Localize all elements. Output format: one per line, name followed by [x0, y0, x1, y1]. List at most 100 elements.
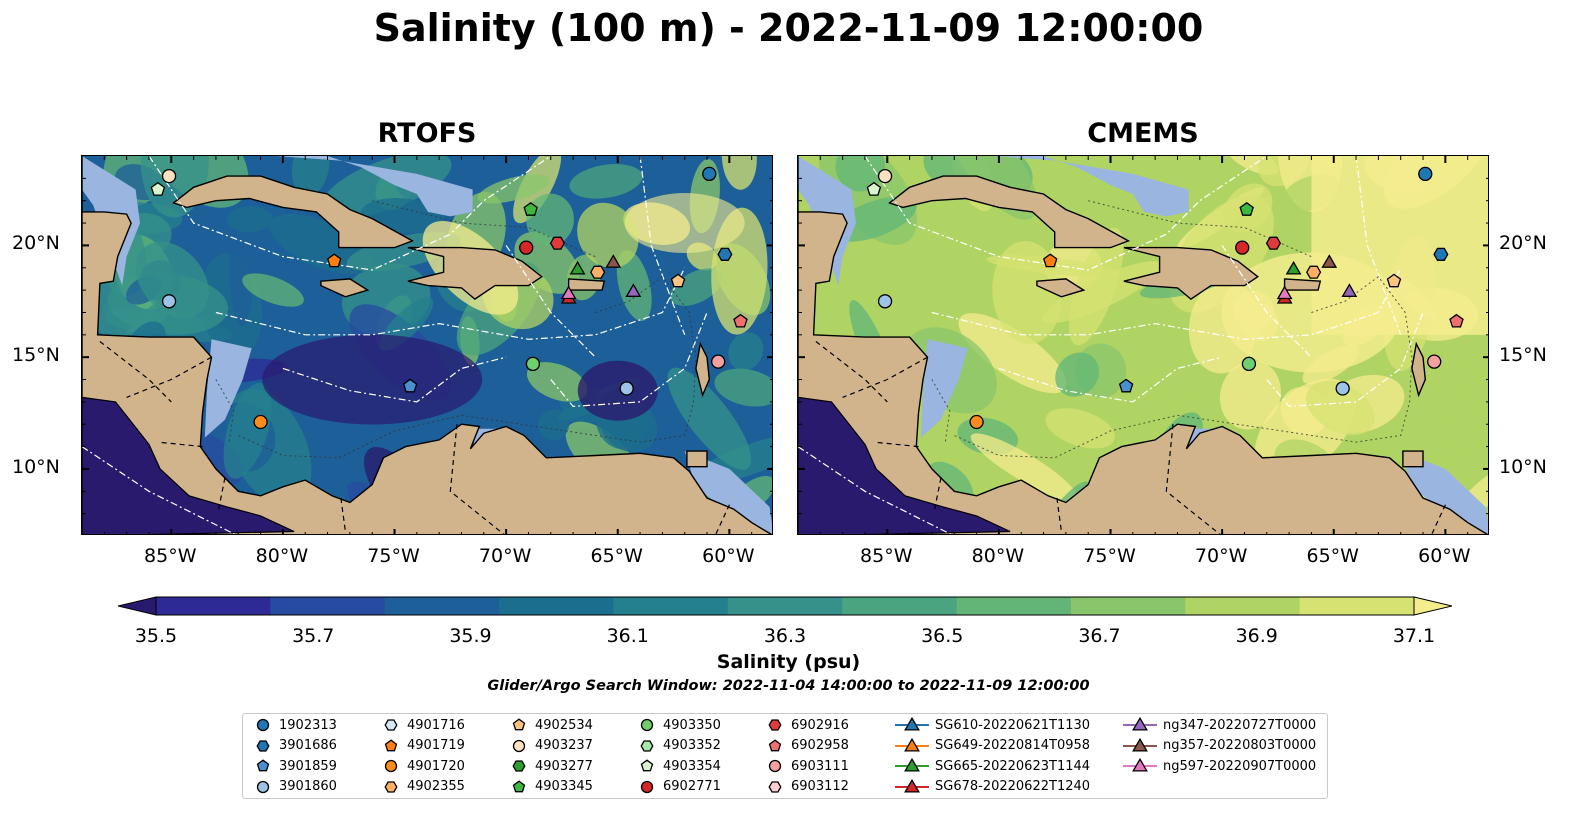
colorbar-segment	[384, 597, 500, 615]
map-canvas	[82, 156, 772, 534]
obs-marker-4903354	[866, 181, 882, 196]
panel-title-rtofs: RTOFS	[377, 118, 477, 149]
colorbar-segment	[499, 597, 614, 615]
shelf-area	[204, 339, 252, 438]
obs-marker-6902958	[1449, 313, 1464, 328]
colorbar-segment	[613, 597, 729, 615]
obs-marker-4901720	[969, 414, 984, 430]
legend: 1902313 3901686 3901859 3901860 4901716 49017…	[242, 713, 1328, 799]
obs-marker-6902771	[519, 240, 534, 255]
obs-marker-3901859	[1118, 378, 1134, 393]
obs-marker-6902958	[733, 313, 748, 328]
obs-marker-ng357-20220803T0000	[605, 254, 622, 268]
colorbar-tick-label: 37.1	[1392, 625, 1436, 647]
land-hispaniola	[1123, 246, 1259, 300]
land-lesserAntilles	[695, 341, 711, 398]
colorbar-min-extend	[118, 596, 157, 616]
obs-marker-4903350	[525, 356, 541, 372]
legend-item: 4903277	[509, 756, 593, 776]
colorbar-segment	[270, 597, 386, 615]
legend-label: 4901720	[407, 758, 465, 774]
legend-label: 4903237	[535, 738, 593, 753]
land-jamaica	[1036, 278, 1086, 298]
colorbar-tick-label: 36.1	[606, 625, 649, 647]
hexagon-marker-icon	[384, 780, 398, 793]
rtofs-map[interactable]	[81, 155, 773, 535]
legend-label: 6902958	[791, 738, 849, 753]
lat-tick-label-left: 15°N	[12, 344, 60, 367]
legend-label: 4903354	[663, 758, 721, 774]
circle-marker-icon	[256, 718, 270, 732]
legend-item: SG610-20220621T1130	[895, 715, 1090, 735]
legend-item: 4902355	[381, 777, 465, 797]
obs-marker-ng347-20220727T0000	[625, 283, 642, 297]
obs-marker-SG665-20220623T1144	[569, 260, 586, 275]
legend-item: 6903111	[765, 756, 849, 776]
obs-marker-3901686	[717, 247, 733, 261]
hexagon-marker-icon	[768, 780, 782, 793]
land-puertoRico	[567, 278, 606, 291]
shelf-area	[992, 156, 1189, 217]
legend-item: 4903352	[637, 736, 721, 756]
colorbar-segment	[956, 597, 1072, 615]
obs-marker-3901860b	[1335, 381, 1350, 396]
circle-marker-icon	[640, 780, 654, 793]
hexagon-marker-icon	[384, 719, 398, 731]
circle-marker-icon	[512, 739, 526, 752]
obs-marker-4901719	[1043, 253, 1058, 268]
land-hispaniola	[407, 246, 543, 300]
land-jamaica	[320, 278, 370, 298]
pentagon-marker-icon	[640, 759, 654, 772]
pentagon-marker-icon	[512, 718, 526, 731]
lon-tick-label: 60°W	[1418, 545, 1471, 567]
legend-item: 4901720	[381, 756, 465, 776]
obs-marker-4903354	[150, 181, 166, 196]
shelf-area	[276, 156, 473, 217]
obs-marker-4902534	[670, 273, 686, 288]
legend-item: 4901716	[381, 715, 465, 735]
panel-title-cmems: CMEMS	[1087, 118, 1199, 149]
pentagon-marker-icon	[768, 738, 782, 751]
obs-marker-4901720	[253, 414, 268, 430]
triangle-marker-icon	[895, 778, 929, 793]
legend-label: SG678-20220622T1240	[935, 779, 1091, 794]
legend-label: 4903345	[535, 779, 593, 794]
land-cuba	[172, 175, 415, 249]
lon-tick-label: 85°W	[144, 545, 197, 567]
obs-marker-4902355	[1306, 265, 1322, 279]
land-lesserAntilles	[1411, 341, 1427, 398]
obs-marker-6902916	[1265, 236, 1282, 250]
lon-tick-label: 65°W	[1306, 545, 1359, 567]
lon-tick-label: 75°W	[367, 545, 420, 567]
search-window-caption: Glider/Argo Search Window: 2022-11-04 14…	[487, 678, 1090, 694]
colorbar-max-extend	[1413, 596, 1452, 616]
hexagon-marker-icon	[640, 739, 654, 752]
legend-item: 3901686	[253, 736, 337, 756]
obs-marker-3901860b	[619, 381, 634, 396]
legend-label: 4903277	[535, 758, 593, 774]
obs-marker-1902313	[1418, 166, 1433, 182]
legend-label: 3901859	[279, 758, 337, 774]
colorbar-tick-label: 35.9	[449, 625, 492, 647]
obs-marker-4902355	[590, 265, 606, 279]
obs-marker-6902771	[1235, 240, 1250, 255]
lon-tick-label: 70°W	[1194, 545, 1248, 567]
legend-item: 4903350	[637, 715, 721, 735]
lon-tick-label: 85°W	[860, 545, 913, 567]
legend-item: 6902916	[765, 715, 849, 735]
triangle-marker-icon	[1123, 737, 1157, 752]
obs-marker-1902313	[702, 166, 717, 182]
hexagon-marker-icon	[768, 719, 782, 731]
map-canvas	[798, 156, 1488, 534]
land-trinidad	[686, 450, 708, 468]
legend-item: 3901859	[253, 756, 337, 776]
obs-marker-3901860	[161, 294, 177, 309]
legend-item: 4902534	[509, 715, 593, 735]
legend-label: ng347-20220727T0000	[1163, 717, 1317, 733]
circle-marker-icon	[256, 780, 270, 793]
colorbar-tick-label: 35.7	[292, 625, 335, 647]
legend-label: SG649-20220814T0958	[935, 738, 1091, 753]
cmems-map[interactable]	[797, 155, 1489, 535]
obs-marker-6903111	[1427, 354, 1442, 369]
legend-item: ng347-20220727T0000	[1123, 715, 1316, 735]
